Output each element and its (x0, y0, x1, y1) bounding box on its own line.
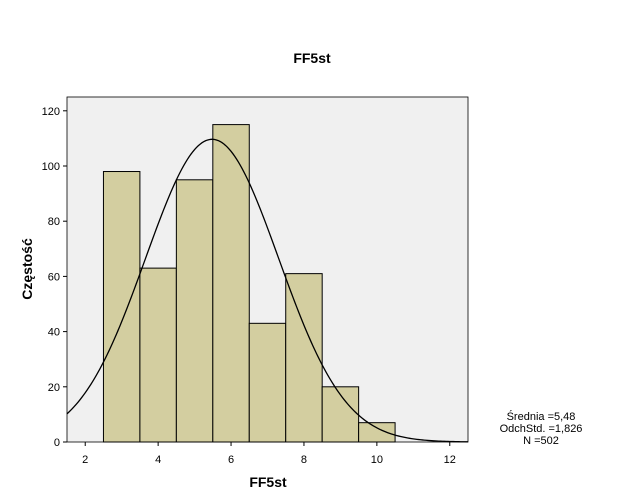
y-tick-label: 40 (48, 327, 60, 339)
histogram-bar-3 (175, 179, 214, 443)
y-tick-label: 60 (48, 271, 60, 283)
x-tick-label: 4 (155, 454, 161, 466)
y-tick-label: 80 (48, 216, 60, 228)
histogram-bar-8 (358, 422, 396, 443)
histogram-bar-5 (248, 322, 287, 443)
x-tick-label: 2 (82, 454, 88, 466)
y-axis: 0 20 40 60 80 100 120 (42, 106, 67, 449)
x-tick-label: 10 (371, 454, 383, 466)
y-tick-label: 20 (48, 382, 60, 394)
y-axis-label: Częstość (19, 238, 35, 300)
y-tick-label: 120 (42, 106, 60, 118)
stats-n: N =502 (523, 435, 559, 447)
x-tick-label: 8 (301, 454, 307, 466)
x-tick-label: 12 (444, 454, 456, 466)
x-tick-label: 6 (228, 454, 234, 466)
histogram-bar-7 (321, 386, 360, 443)
x-axis-label: FF5st (249, 474, 287, 490)
y-tick-label: 0 (54, 437, 60, 449)
x-axis: 2 4 6 8 10 12 (82, 442, 456, 466)
y-tick-label: 100 (42, 161, 60, 173)
histogram-bar-6 (285, 273, 323, 443)
bars-group (102, 124, 396, 443)
histogram-bar-2 (139, 267, 177, 443)
stats-sd: OdchStd. =1,826 (500, 423, 583, 435)
stats-box: Średnia =5,48 OdchStd. =1,826 N =502 (500, 410, 583, 447)
chart-title: FF5st (293, 50, 331, 66)
normal-curve (66, 138, 469, 443)
stats-mean: Średnia =5,48 (507, 410, 576, 423)
histogram-bar-1 (102, 171, 141, 443)
